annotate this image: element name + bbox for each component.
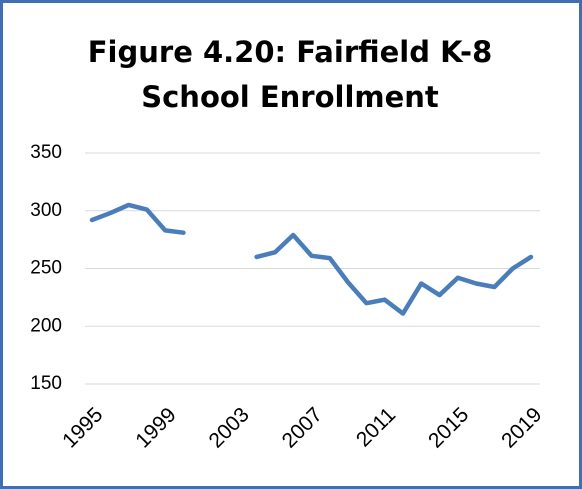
x-tick-label: 2015 bbox=[424, 403, 473, 452]
x-tick-label: 2007 bbox=[278, 403, 327, 452]
chart-title: Figure 4.20: Fairfield K-8 School Enroll… bbox=[87, 35, 493, 114]
y-tick-label: 150 bbox=[30, 373, 62, 394]
y-tick-label: 200 bbox=[30, 315, 62, 336]
y-tick-label: 250 bbox=[30, 258, 62, 279]
x-tick-label: 1999 bbox=[131, 403, 180, 452]
x-tick-label: 2003 bbox=[204, 403, 253, 452]
x-tick-label: 1995 bbox=[58, 403, 107, 452]
x-tick-label: 2011 bbox=[352, 403, 400, 451]
y-tick-label: 350 bbox=[30, 142, 62, 163]
data-line bbox=[89, 202, 534, 316]
y-tick-label: 300 bbox=[30, 200, 62, 221]
x-tick-label: 2019 bbox=[497, 403, 546, 452]
